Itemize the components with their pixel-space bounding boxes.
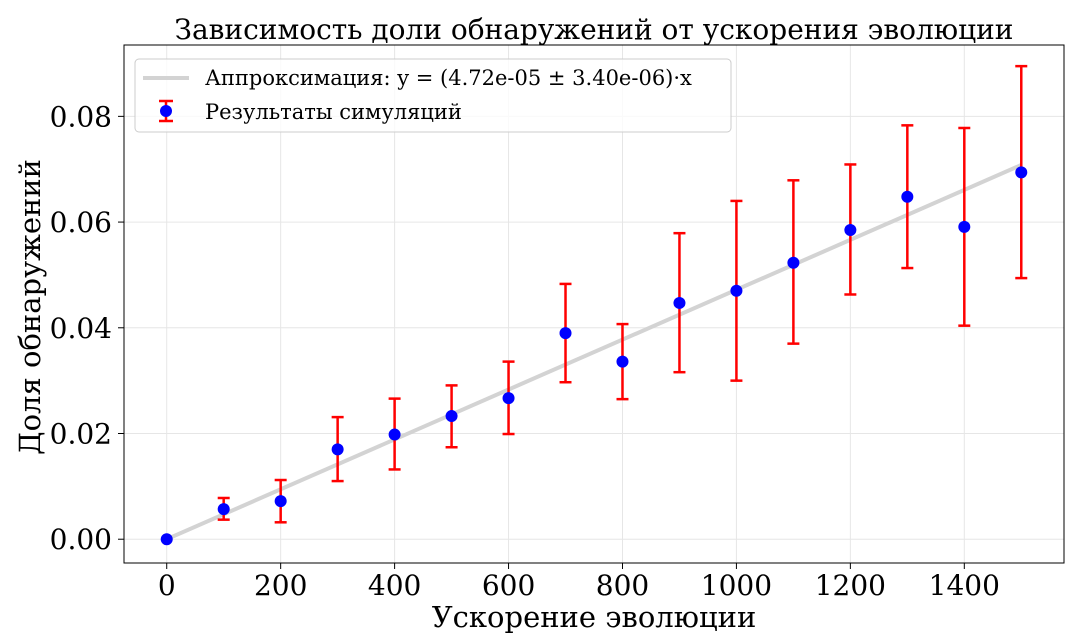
- data-point: [331, 443, 344, 456]
- y-tick-label: 0.02: [50, 418, 112, 451]
- data-point: [787, 256, 800, 269]
- data-point: [388, 428, 401, 441]
- y-tick-label: 0.08: [50, 100, 112, 133]
- y-tick-label: 0.04: [50, 312, 112, 345]
- data-point: [445, 410, 458, 423]
- data-point: [1015, 166, 1028, 179]
- plot-frame: [123, 44, 1065, 564]
- x-tick-label: 1200: [815, 569, 886, 602]
- chart-title: Зависимость доли обнаружений от ускорени…: [175, 13, 1014, 46]
- data-point: [616, 355, 629, 368]
- legend-box: [134, 58, 732, 133]
- y-tick-label: 0.00: [50, 523, 112, 556]
- x-tick-label: 200: [254, 569, 307, 602]
- x-tick-label: 400: [368, 569, 421, 602]
- fit-line: [165, 163, 1023, 542]
- x-axis-ticks: 0 200 400 600 800 1000 1200 1400: [158, 563, 1000, 602]
- data-point: [958, 220, 971, 233]
- x-axis-label: Ускорение эволюции: [432, 600, 757, 634]
- data-points-layer: [160, 166, 1028, 546]
- data-point: [274, 495, 287, 508]
- data-point: [217, 503, 230, 516]
- data-point: [673, 296, 686, 309]
- x-tick-label: 1400: [929, 569, 1000, 602]
- legend-fit-label: Аппроксимация: y = (4.72e-05 ± 3.40e-06)…: [205, 66, 692, 90]
- y-tick-label: 0.06: [50, 206, 112, 239]
- y-axis-label: Доля обнаружений: [13, 159, 47, 455]
- fit-line-layer: [165, 163, 1023, 542]
- data-point: [730, 284, 743, 297]
- data-point: [901, 190, 914, 203]
- x-tick-label: 0: [158, 569, 176, 602]
- x-tick-label: 1000: [701, 569, 772, 602]
- legend-points-swatch: [159, 99, 173, 123]
- data-point: [160, 533, 173, 546]
- legend: Аппроксимация: y = (4.72e-05 ± 3.40e-06)…: [134, 58, 732, 133]
- legend-points-label: Результаты симуляций: [205, 100, 462, 124]
- data-point: [844, 224, 857, 236]
- x-tick-label: 600: [482, 569, 535, 602]
- y-axis-ticks: 0.00 0.02 0.04 0.06 0.08: [50, 100, 124, 556]
- x-tick-label: 800: [596, 569, 649, 602]
- data-point: [502, 392, 515, 405]
- data-point: [559, 327, 572, 340]
